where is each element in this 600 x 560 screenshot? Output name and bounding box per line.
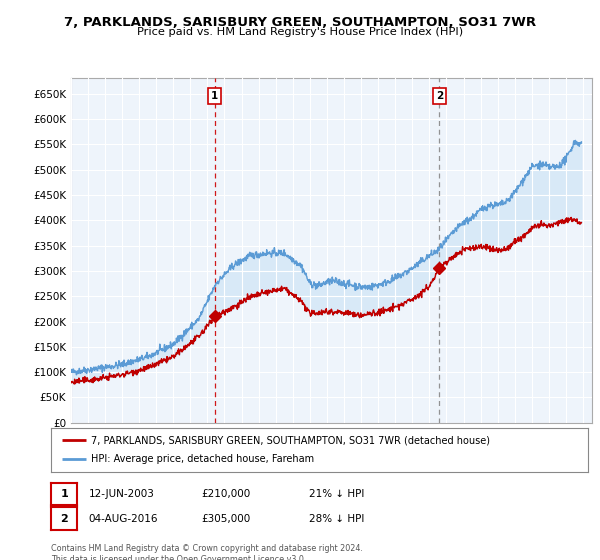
Text: 12-JUN-2003: 12-JUN-2003: [89, 489, 155, 499]
Text: Contains HM Land Registry data © Crown copyright and database right 2024.
This d: Contains HM Land Registry data © Crown c…: [51, 544, 363, 560]
Text: 1: 1: [61, 489, 68, 499]
Text: 2: 2: [61, 514, 68, 524]
Text: £210,000: £210,000: [201, 489, 250, 499]
Text: 2: 2: [436, 91, 443, 101]
Text: HPI: Average price, detached house, Fareham: HPI: Average price, detached house, Fare…: [91, 454, 314, 464]
Text: 04-AUG-2016: 04-AUG-2016: [89, 514, 158, 524]
Text: Price paid vs. HM Land Registry's House Price Index (HPI): Price paid vs. HM Land Registry's House …: [137, 27, 463, 37]
Text: 28% ↓ HPI: 28% ↓ HPI: [309, 514, 364, 524]
Text: 21% ↓ HPI: 21% ↓ HPI: [309, 489, 364, 499]
Text: 7, PARKLANDS, SARISBURY GREEN, SOUTHAMPTON, SO31 7WR: 7, PARKLANDS, SARISBURY GREEN, SOUTHAMPT…: [64, 16, 536, 29]
Text: 1: 1: [211, 91, 218, 101]
Text: £305,000: £305,000: [201, 514, 250, 524]
Text: 7, PARKLANDS, SARISBURY GREEN, SOUTHAMPTON, SO31 7WR (detached house): 7, PARKLANDS, SARISBURY GREEN, SOUTHAMPT…: [91, 435, 490, 445]
